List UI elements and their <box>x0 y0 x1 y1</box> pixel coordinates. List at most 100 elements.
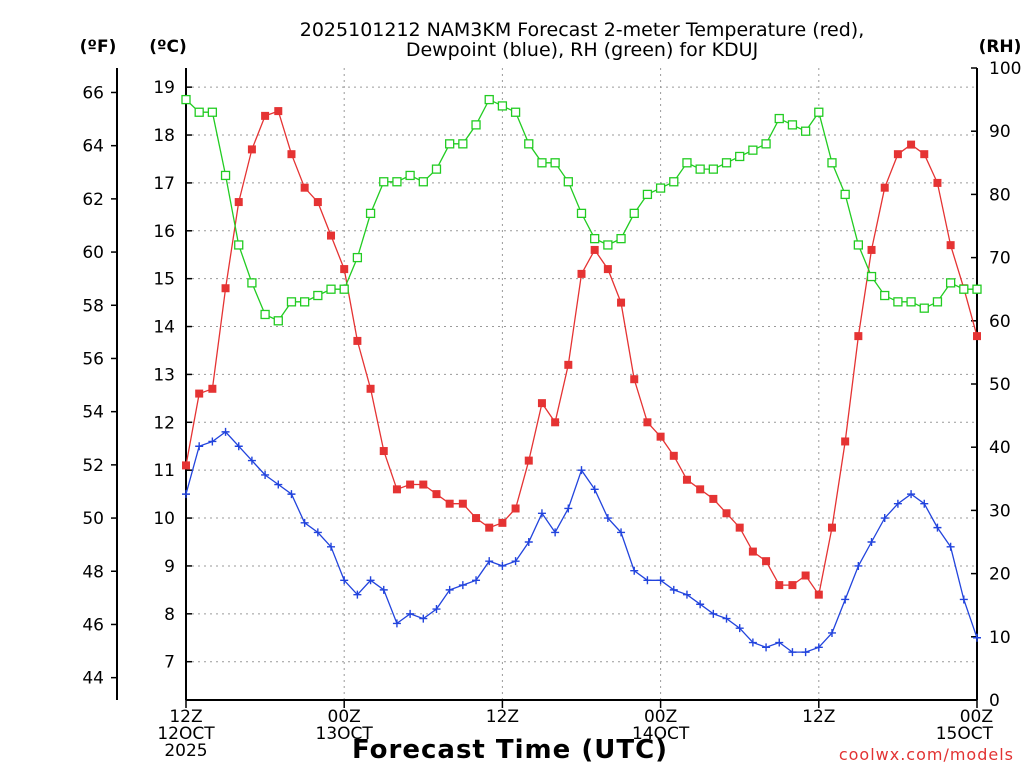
dewpoint-point <box>709 609 718 618</box>
celsius-tick-label: 12 <box>153 413 175 433</box>
2-meter-temperature-point <box>630 375 639 384</box>
x-tick-label: 00Z <box>328 707 361 727</box>
rh-tick-label: 10 <box>989 628 1011 648</box>
rh-point <box>497 101 508 111</box>
rh-point <box>853 240 863 250</box>
axes: 7 8 9 10 11 12 13 14 15 16 17 18 19 44 46 48 50 52 54 56 58 6… <box>82 59 1021 761</box>
2-meter-temperature-point <box>406 480 415 489</box>
2-meter-temperature-point <box>247 145 256 154</box>
dewpoint-point <box>973 633 981 642</box>
2-meter-temperature-point <box>498 518 507 527</box>
rh-point <box>932 297 943 307</box>
rh-point <box>431 164 442 174</box>
2-meter-temperature-point <box>458 499 467 508</box>
celsius-tick-label: 9 <box>164 557 175 577</box>
celsius-tick-label: 16 <box>153 222 175 242</box>
rh-point <box>893 297 903 307</box>
dewpoint-point <box>261 470 270 479</box>
2-meter-temperature-point <box>234 198 243 207</box>
2-meter-temperature-point <box>854 332 863 341</box>
2-meter-temperature-point <box>814 590 823 599</box>
celsius-unit-label: (ºC) <box>149 37 187 57</box>
fahrenheit-tick-label: 58 <box>82 296 104 316</box>
dewpoint-point <box>801 648 810 657</box>
2-meter-temperature-point <box>340 265 349 274</box>
rh-point <box>524 139 534 149</box>
dewpoint-point <box>458 581 467 590</box>
x-tick-label: 2025 <box>164 741 207 761</box>
rh-unit-label: (RH) <box>979 37 1022 57</box>
rh-point <box>379 177 389 187</box>
x-tick-label: 12OCT <box>157 724 215 744</box>
celsius-tick-label: 18 <box>153 126 175 146</box>
rh-point <box>234 240 244 250</box>
dewpoint-point <box>340 576 349 585</box>
dewpoint-point <box>551 528 560 537</box>
x-tick-label: 13OCT <box>316 724 374 744</box>
dewpoint-point <box>946 542 955 551</box>
2-meter-temperature-point <box>880 183 889 192</box>
fahrenheit-tick-label: 46 <box>82 615 104 635</box>
dewpoint-point <box>893 499 902 508</box>
rh-point <box>273 316 283 326</box>
dewpoint-point <box>907 490 916 499</box>
x-tick-label: 12Z <box>169 707 202 727</box>
2-meter-temperature-point <box>893 150 902 159</box>
dewpoint-point <box>498 561 507 570</box>
2-meter-temperature-point <box>221 284 230 293</box>
rh-point <box>484 94 494 105</box>
2-meter-temperature-point <box>392 485 401 494</box>
celsius-tick-label: 14 <box>153 318 175 338</box>
2-meter-temperature-point <box>590 245 599 254</box>
dewpoint-point <box>748 638 757 647</box>
rh-point <box>550 158 560 168</box>
fahrenheit-tick-label: 64 <box>82 137 104 157</box>
dewpoint-point <box>564 504 573 513</box>
rh-point <box>800 126 811 136</box>
2-meter-temperature-point <box>287 150 296 159</box>
chart-title-line-2: Dewpoint (blue), RH (green) for KDUJ <box>406 39 758 61</box>
fahrenheit-tick-label: 62 <box>82 190 104 210</box>
rh-point <box>405 170 415 181</box>
rh-point <box>682 158 692 168</box>
2-meter-temperature-point <box>353 336 362 345</box>
celsius-tick-label: 13 <box>153 365 175 385</box>
dewpoint-line <box>185 431 978 653</box>
2-meter-temperature-point <box>564 360 573 369</box>
2-meter-temperature-point <box>946 241 955 250</box>
2-meter-temperature-point <box>300 183 309 192</box>
credit-label: coolwx.com/models <box>839 745 1014 764</box>
grid-lines <box>185 68 978 700</box>
dewpoint-point <box>959 595 968 604</box>
2-meter-temperature-point <box>907 140 916 149</box>
dewpoint-point <box>617 528 626 537</box>
rh-point <box>220 170 231 181</box>
rh-point <box>352 252 363 263</box>
x-tick-label: 14OCT <box>632 724 690 744</box>
rh-point <box>392 177 402 187</box>
dewpoint-point <box>788 648 797 657</box>
fahrenheit-tick-label: 56 <box>82 349 104 369</box>
rh-point <box>445 139 455 149</box>
rh-point <box>840 189 850 200</box>
dewpoint-point <box>775 638 784 647</box>
rh-point <box>603 240 613 250</box>
2-meter-temperature-point <box>867 245 876 254</box>
dewpoint-point <box>814 643 823 652</box>
2-meter-temperature-point <box>696 485 705 494</box>
dewpoint-point <box>366 576 375 585</box>
2-meter-temperature-point <box>432 490 441 499</box>
rh-point <box>972 284 982 294</box>
dewpoint-point <box>419 614 428 623</box>
dewpoint-point <box>195 442 204 451</box>
2-meter-temperature-point <box>327 231 336 240</box>
2-meter-temperature-point <box>617 298 626 307</box>
rh-point <box>695 164 705 174</box>
celsius-tick-label: 11 <box>153 461 175 481</box>
rh-tick-label: 80 <box>989 185 1011 205</box>
2-meter-temperature-point <box>379 447 388 456</box>
2-meter-temperature-point <box>933 178 942 187</box>
dewpoint-point <box>630 566 639 575</box>
dewpoint-point <box>603 514 612 523</box>
